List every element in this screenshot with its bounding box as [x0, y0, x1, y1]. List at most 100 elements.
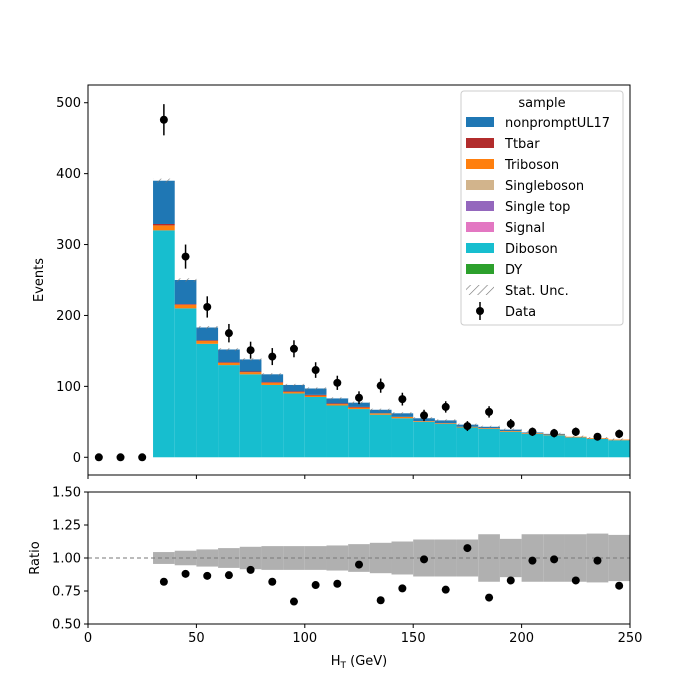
- main-panel: 0 100 200 300 400 500 Events sample nonprompt…: [32, 84, 631, 479]
- x-axis-title-main: H: [331, 654, 341, 669]
- legend-entries: nonpromptUL17 Ttbar Triboson Singleboson Sin…: [466, 116, 610, 320]
- data-point: [441, 402, 450, 411]
- data-point: [289, 344, 298, 353]
- y-tick-label: 400: [56, 167, 81, 182]
- y-tick-label: 0: [73, 451, 81, 466]
- legend-entry-diboson: Diboson: [466, 242, 558, 257]
- bar-ttbar: [153, 223, 175, 226]
- x-tick-label: 250: [618, 631, 643, 646]
- bar-nonpromptul17: [218, 349, 240, 363]
- bar-diboson: [261, 384, 284, 458]
- ratio-point: [550, 555, 559, 564]
- bar-nonpromptul17: [326, 398, 349, 404]
- stat-unc-hatch: [304, 387, 327, 390]
- bar-diboson: [413, 421, 435, 458]
- stat-unc-hatch: [608, 438, 630, 441]
- ratio-x-ticks: 0 50 100 150 200 250: [84, 624, 643, 646]
- legend-entry-stat-unc: Stat. Unc.: [466, 284, 569, 299]
- legend-swatch: [466, 243, 494, 253]
- bar-triboson: [326, 404, 349, 406]
- ratio-band-bin: [608, 534, 630, 582]
- bar-diboson: [543, 435, 565, 458]
- bar-diboson: [608, 440, 630, 458]
- bar-ttbar: [218, 362, 240, 363]
- ratio-point: [571, 576, 580, 585]
- ratio-y-tick-label: 0.50: [52, 618, 81, 633]
- y-tick-label: 300: [56, 238, 81, 253]
- stat-unc-hatch: [174, 278, 197, 282]
- bar-nonpromptul17: [196, 327, 219, 341]
- ratio-band-bin: [174, 550, 197, 566]
- ratio-point: [159, 577, 168, 586]
- ratio-y-tick-label: 1.00: [52, 552, 81, 567]
- legend-swatch: [466, 159, 494, 169]
- bar-triboson: [283, 392, 305, 394]
- legend-swatch: [466, 180, 494, 190]
- data-point: [94, 453, 103, 462]
- x-tick-label: 200: [509, 631, 534, 646]
- bar-triboson: [478, 428, 500, 429]
- ratio-point: [420, 555, 429, 564]
- ratio-y-tick-label: 1.50: [52, 486, 81, 501]
- bar-triboson: [434, 423, 457, 424]
- legend-swatch: [466, 264, 494, 274]
- x-axis-title-sub: T: [340, 661, 347, 671]
- bar-triboson: [218, 362, 240, 366]
- bar-diboson: [153, 230, 175, 458]
- legend-label: Single top: [505, 200, 570, 215]
- bar-diboson: [391, 418, 414, 458]
- data-point: [550, 429, 559, 438]
- bar-nonpromptul17: [434, 420, 457, 424]
- legend-label: nonpromptUL17: [505, 116, 610, 131]
- legend-entry-nonpromptul17: nonpromptUL17: [466, 116, 610, 131]
- main-x-ticks: [87, 475, 631, 479]
- stat-unc-hatch: [239, 358, 262, 361]
- bar-ttbar: [261, 382, 284, 383]
- bar-nonpromptul17: [304, 388, 327, 395]
- data-point: [463, 422, 472, 431]
- bar-diboson: [326, 405, 349, 458]
- ratio-point: [441, 585, 450, 594]
- bar-diboson: [456, 427, 479, 458]
- ratio-points: [159, 544, 624, 606]
- data-point: [246, 346, 255, 355]
- bar-ttbar: [196, 340, 219, 341]
- main-axes-frame: [87, 84, 631, 476]
- legend-swatch: [466, 117, 494, 127]
- ratio-point: [311, 581, 320, 590]
- ratio-band-bin: [369, 542, 392, 574]
- ratio-point: [333, 579, 342, 588]
- main-y-axis-title: Events: [32, 258, 47, 302]
- legend-entry-single-top: Single top: [466, 200, 570, 215]
- data-point: [203, 302, 212, 311]
- legend-entry-triboson: Triboson: [466, 158, 559, 173]
- legend-label: DY: [505, 263, 522, 278]
- ratio-point: [615, 581, 624, 590]
- ratio-y-ticks: 0.50 0.75 1.00 1.25 1.50: [52, 486, 88, 633]
- bar-diboson: [174, 308, 197, 458]
- x-tick-label: 50: [188, 631, 205, 646]
- bar-nonpromptul17: [261, 374, 284, 383]
- bar-nonpromptul17: [239, 359, 262, 372]
- bar-diboson: [521, 433, 544, 458]
- ratio-unc-band: [153, 533, 630, 583]
- bar-diboson: [499, 431, 522, 458]
- bar-diboson: [369, 414, 392, 458]
- bar-triboson: [369, 413, 392, 415]
- ratio-point: [463, 544, 472, 553]
- stacked-bars: [153, 180, 630, 458]
- bar-triboson: [499, 431, 522, 432]
- legend-swatch: [466, 201, 494, 211]
- data-point: [138, 453, 147, 462]
- bar-nonpromptul17: [174, 280, 197, 305]
- bar-nonpromptul17: [153, 180, 175, 224]
- bar-diboson: [564, 437, 587, 458]
- legend-swatch: [466, 285, 494, 295]
- data-point: [528, 427, 537, 436]
- legend-entry-singleboson: Singleboson: [466, 179, 584, 194]
- stat-unc-hatch: [369, 408, 392, 411]
- bar-triboson: [239, 372, 262, 375]
- data-point: [398, 395, 407, 404]
- ratio-y-tick-label: 0.75: [52, 585, 81, 600]
- data-point: [485, 407, 494, 416]
